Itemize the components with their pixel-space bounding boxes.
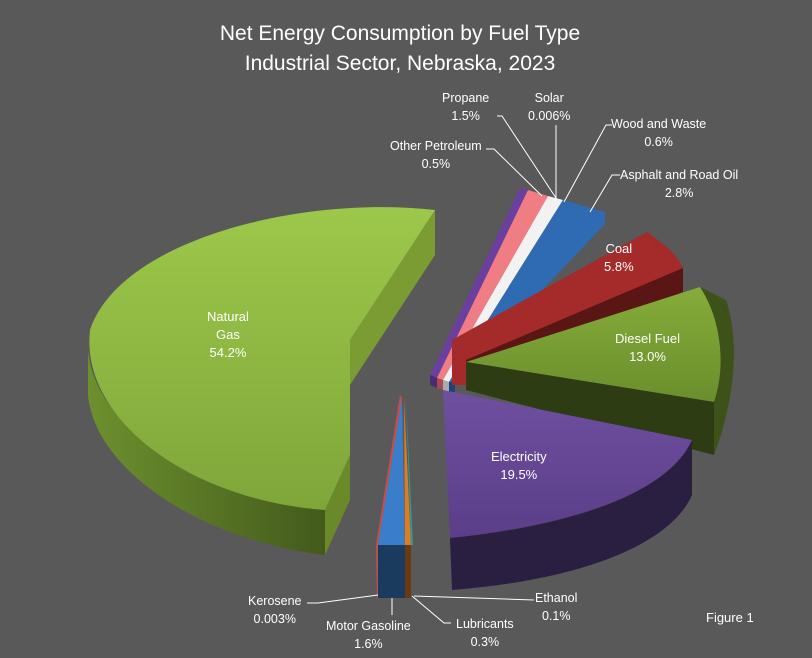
chart-title-line1: Net Energy Consumption by Fuel Type <box>219 22 581 45</box>
label-name: Solar <box>534 91 564 105</box>
slice-propane <box>437 190 548 390</box>
label-value: 19.5% <box>500 467 538 482</box>
label-value: 0.003% <box>253 612 296 626</box>
slice-diesel <box>466 287 734 455</box>
label-electricity: Electricity 19.5% <box>491 448 547 484</box>
label-value: 0.3% <box>470 635 500 649</box>
label-lubricants: Lubricants 0.3% <box>456 615 514 651</box>
label-name-2: Gas <box>216 327 240 342</box>
label-diesel-fuel: Diesel Fuel 13.0% <box>615 330 680 366</box>
slice-electricity <box>443 390 692 590</box>
label-kerosene: Kerosene 0.003% <box>248 592 302 628</box>
label-propane: Propane 1.5% <box>442 89 489 125</box>
label-motor-gasoline: Motor Gasoline 1.6% <box>326 617 411 653</box>
slice-motor-gasoline <box>378 398 405 598</box>
label-name: Electricity <box>491 449 547 464</box>
leader-lines <box>307 115 620 624</box>
label-coal: Coal 5.8% <box>604 240 634 276</box>
slice-lubricants <box>404 398 411 598</box>
label-value: 1.6% <box>354 637 383 651</box>
label-name: Natural <box>207 309 249 324</box>
label-value: 0.5% <box>421 157 451 171</box>
label-name: Other Petroleum <box>390 139 482 153</box>
figure-label: Figure 1 <box>706 610 754 625</box>
slice-other-petroleum <box>430 188 528 388</box>
label-value: 13.0% <box>629 349 666 364</box>
label-name: Ethanol <box>535 591 578 605</box>
label-natural-gas: Natural Gas 54.2% <box>207 308 249 362</box>
label-value: 0.1% <box>541 609 571 623</box>
chart-title-line2: Industrial Sector, Nebraska, 2023 <box>244 52 556 75</box>
label-wood-waste: Wood and Waste 0.6% <box>611 115 706 151</box>
label-name: Propane <box>442 91 490 105</box>
label-value: 5.8% <box>604 259 634 274</box>
slice-ethanol <box>406 398 413 545</box>
label-name: Coal <box>605 241 633 256</box>
label-name: Kerosene <box>248 594 302 608</box>
label-solar: Solar 0.006% <box>528 89 570 125</box>
label-name: Diesel Fuel <box>615 331 681 346</box>
label-value: 1.5% <box>451 109 480 123</box>
slice-natural-gas <box>88 207 435 555</box>
label-other-petroleum: Other Petroleum 0.5% <box>390 137 482 173</box>
label-ethanol: Ethanol 0.1% <box>535 589 577 625</box>
label-value: 2.8% <box>664 186 694 200</box>
label-name: Wood and Waste <box>611 117 707 131</box>
label-name: Motor Gasoline <box>326 619 411 633</box>
label-value: 0.6% <box>644 135 673 149</box>
label-value: 54.2% <box>209 345 247 360</box>
label-value: 0.006% <box>528 109 571 123</box>
label-name: Asphalt and Road Oil <box>620 168 739 182</box>
label-name: Lubricants <box>456 617 514 631</box>
label-asphalt: Asphalt and Road Oil 2.8% <box>620 166 738 202</box>
